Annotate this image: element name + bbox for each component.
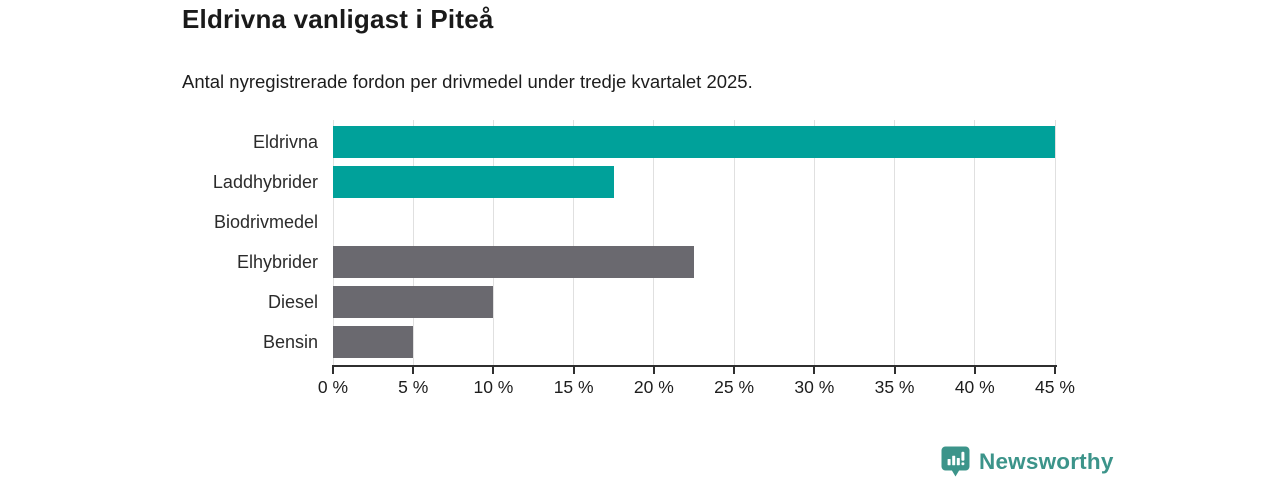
gridline <box>1054 120 1056 365</box>
x-axis-tick <box>1054 365 1056 374</box>
x-axis-tick <box>893 365 896 374</box>
category-label: Laddhybrider <box>212 172 318 192</box>
x-axis-tick-label: 0 % <box>317 377 349 397</box>
gridline <box>733 120 735 365</box>
x-axis-tick-label: 15 % <box>553 377 594 397</box>
x-axis-tick <box>412 365 415 374</box>
x-axis-tick <box>492 365 495 374</box>
x-axis-line <box>332 365 1057 367</box>
bar <box>333 246 694 278</box>
category-label: Biodrivmedel <box>213 212 318 232</box>
x-axis-tick-label: 25 % <box>714 377 755 397</box>
x-axis-tick-label: 45 % <box>1035 377 1075 397</box>
category-label: Elhybrider <box>236 252 318 272</box>
gridline <box>653 120 655 365</box>
gridline <box>573 120 575 365</box>
bar <box>333 286 494 318</box>
bar-chart-speech-bubble-icon <box>941 446 970 477</box>
category-label: Eldrivna <box>252 132 318 152</box>
page-title: Eldrivna vanligast i Piteå <box>182 4 494 34</box>
gridline <box>894 120 896 365</box>
x-axis-tick <box>652 365 655 374</box>
x-axis-tick-label: 35 % <box>874 377 915 397</box>
x-axis-tick-label: 20 % <box>633 377 674 397</box>
gridline <box>813 120 815 365</box>
x-axis-tick <box>973 365 976 374</box>
bar <box>333 326 414 358</box>
brand-name: Newsworthy <box>979 448 1114 474</box>
gridline <box>974 120 976 365</box>
category-label: Bensin <box>262 332 318 352</box>
gridline <box>492 120 494 365</box>
bar <box>333 166 614 198</box>
x-axis-tick-label: 30 % <box>794 377 835 397</box>
gridline <box>412 120 414 365</box>
bar <box>333 126 1055 158</box>
x-axis-tick-label: 10 % <box>473 377 514 397</box>
category-label: Diesel <box>267 292 318 312</box>
x-axis-tick <box>733 365 736 374</box>
x-axis-tick-label: 40 % <box>954 377 995 397</box>
x-axis-tick <box>813 365 816 374</box>
x-axis-tick-label: 5 % <box>398 377 429 397</box>
x-axis-tick <box>572 365 575 374</box>
gridline <box>332 120 334 365</box>
newsworthy-logo: Newsworthy <box>941 446 1114 477</box>
page-subtitle: Antal nyregistrerade fordon per drivmede… <box>182 71 753 92</box>
x-axis-tick <box>332 365 334 374</box>
